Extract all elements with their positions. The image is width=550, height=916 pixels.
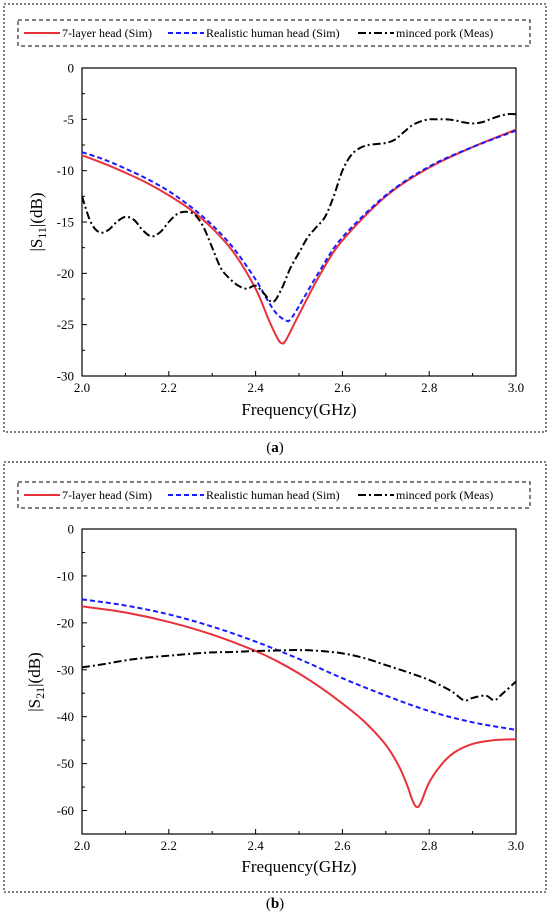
legend-entry-realistic-head: Realistic human head (Sim) [168, 26, 340, 40]
legend-entry-7-layer-head: 7-layer head (Sim) [24, 26, 152, 40]
panel-b-y-ticks: 0 -10 -20 -30 -40 -50 -60 [57, 522, 87, 818]
legend-label-realistic-head: Realistic human head (Sim) [206, 488, 340, 502]
series-line-realistic-human-head-sim [81, 598, 517, 731]
panel-b-plot-area [81, 528, 517, 835]
panel-a-y-axis-label-sub: 11 [35, 227, 49, 239]
series-line-7-layer-head-sim [81, 605, 517, 809]
panel-b-legend: 7-layer head (Sim) Realistic human head … [24, 488, 493, 502]
y-tick-label: -25 [57, 317, 74, 332]
panel-a-series [81, 113, 517, 345]
y-tick-label: -50 [57, 756, 74, 771]
panel-b-x-axis-label: Frequency(GHz) [241, 857, 356, 876]
legend-label-7-layer-head: 7-layer head (Sim) [62, 488, 152, 502]
x-tick-label: 2.0 [74, 380, 90, 395]
panel-b-legend-box [17, 481, 531, 509]
x-tick-label: 2.8 [421, 380, 437, 395]
x-tick-label: 2.4 [247, 380, 264, 395]
panel-a-chart: 7-layer head (Sim) Realistic human head … [3, 3, 547, 456]
x-tick-label: 3.0 [508, 380, 524, 395]
x-tick-label: 2.6 [334, 838, 351, 853]
y-tick-label: -10 [57, 163, 74, 178]
panel-a-legend: 7-layer head (Sim) Realistic human head … [24, 26, 493, 40]
x-tick-label: 2.2 [161, 838, 177, 853]
legend-entry-realistic-head: Realistic human head (Sim) [168, 488, 340, 502]
panel-a-y-ticks: 0 -5 -10 -15 -20 -25 -30 [57, 61, 87, 384]
panel-a-y-axis-label-main: |S [27, 239, 46, 252]
panel-a-caption-letter: a [271, 440, 279, 456]
y-tick-label: -5 [63, 112, 74, 127]
panel-b-x-ticks: 2.0 2.2 2.4 2.6 2.8 3.0 [74, 829, 524, 853]
panel-b-caption: (b) [266, 896, 284, 912]
legend-label-realistic-head: Realistic human head (Sim) [206, 26, 340, 40]
y-tick-label: -30 [57, 662, 74, 677]
legend-label-minced-pork: minced pork (Meas) [396, 488, 493, 502]
series-line-minced-pork-meas [81, 113, 517, 304]
panel-a-plot-area [81, 67, 517, 377]
panel-b-chart: 7-layer head (Sim) Realistic human head … [3, 461, 547, 912]
y-tick-label: -30 [57, 369, 74, 384]
y-tick-label: -60 [57, 803, 74, 818]
y-tick-label: -40 [57, 709, 74, 724]
x-tick-label: 2.2 [161, 380, 177, 395]
panel-b-dotted-border [3, 461, 547, 893]
panel-a-caption: (a) [266, 440, 284, 456]
panel-b-y-axis-label-main: |S [25, 699, 44, 712]
panel-a-dotted-border [3, 3, 547, 433]
panel-b-series [81, 598, 517, 809]
x-tick-label: 2.8 [421, 838, 437, 853]
x-tick-label: 2.4 [247, 838, 264, 853]
legend-entry-minced-pork: minced pork (Meas) [358, 26, 493, 40]
y-tick-label: 0 [68, 522, 75, 537]
y-tick-label: 0 [68, 61, 75, 76]
panel-a-x-ticks: 2.0 2.2 2.4 2.6 2.8 3.0 [74, 371, 524, 395]
y-tick-label: -20 [57, 266, 74, 281]
legend-label-7-layer-head: 7-layer head (Sim) [62, 26, 152, 40]
panel-b-y-axis-label-sub: 21 [33, 687, 47, 699]
panel-a-x-axis-label: Frequency(GHz) [241, 400, 356, 419]
panel-b-y-axis-label: |S21|(dB) [25, 652, 47, 711]
panel-a-y-axis-label-tail: |(dB) [27, 193, 46, 228]
series-line-minced-pork-meas [81, 649, 517, 702]
legend-entry-7-layer-head: 7-layer head (Sim) [24, 488, 152, 502]
panel-a-y-axis-label: |S11|(dB) [27, 193, 49, 252]
series-line-realistic-human-head-sim [81, 129, 517, 323]
x-tick-label: 2.0 [74, 838, 90, 853]
x-tick-label: 3.0 [508, 838, 524, 853]
x-tick-label: 2.6 [334, 380, 351, 395]
legend-entry-minced-pork: minced pork (Meas) [358, 488, 493, 502]
panel-b-caption-letter: b [271, 896, 279, 912]
series-line-7-layer-head-sim [81, 128, 517, 345]
y-tick-label: -15 [57, 215, 74, 230]
legend-label-minced-pork: minced pork (Meas) [396, 26, 493, 40]
y-tick-label: -20 [57, 615, 74, 630]
panel-b-y-axis-label-tail: |(dB) [25, 652, 44, 687]
y-tick-label: -10 [57, 568, 74, 583]
panel-a-legend-box [17, 19, 531, 47]
